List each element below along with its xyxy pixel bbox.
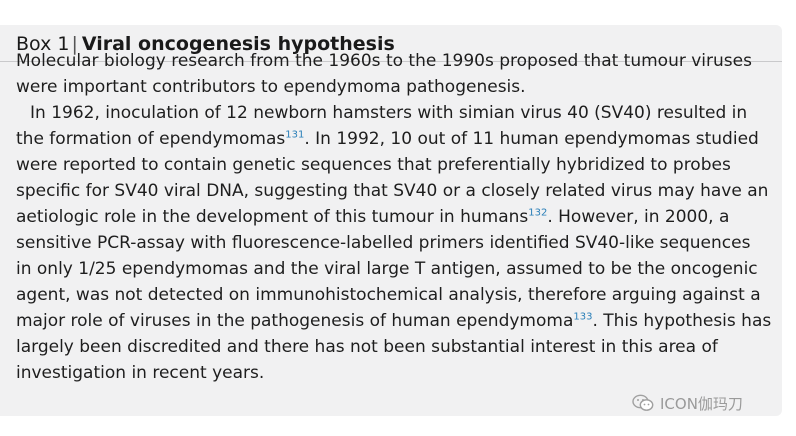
text-line: agent, was not detected on immunohistoch… (16, 285, 761, 305)
info-box: Box 1 | Viral oncogenesis hypothesis (0, 25, 782, 416)
text-line: major role of viruses in the pathogenesi… (16, 308, 778, 334)
box-body: Molecular biology research from the 1960… (16, 48, 778, 386)
text-line: Molecular biology research from the 1960… (16, 51, 752, 71)
reference-link[interactable]: 131 (285, 129, 305, 141)
text-line: were reported to contain genetic sequenc… (16, 155, 731, 175)
text-span: . However, in 2000, a (547, 207, 730, 227)
box-heading: Box 1 | Viral oncogenesis hypothesis (16, 32, 395, 56)
box-label: Box 1 (16, 33, 70, 55)
text-span: the formation of ependymomas (16, 129, 286, 149)
text-line: the formation of ependymomas131. In 1992… (16, 126, 778, 152)
box-header: Box 1 | Viral oncogenesis hypothesis (0, 25, 782, 62)
text-span: aetiologic role in the development of th… (16, 207, 529, 227)
text-line: In 1962, inoculation of 12 newborn hamst… (30, 103, 748, 123)
watermark: ICON伽玛刀 (632, 392, 743, 414)
text-line: investigation in recent years. (16, 363, 265, 383)
text-span: . This hypothesis has (592, 311, 772, 331)
heading-separator: | (71, 33, 78, 55)
text-line: specific for SV40 viral DNA, suggesting … (16, 181, 769, 201)
text-line: were important contributors to ependymom… (16, 77, 526, 97)
text-line: sensitive PCR-assay with fluorescence-la… (16, 233, 751, 253)
text-line: in only 1/25 ependymomas and the viral l… (16, 259, 758, 279)
text-line: aetiologic role in the development of th… (16, 204, 778, 230)
watermark-text: ICON伽玛刀 (660, 394, 743, 413)
wechat-icon (632, 394, 654, 411)
text-span: . In 1992, 10 out of 11 human ependymoma… (304, 129, 759, 149)
box-title: Viral oncogenesis hypothesis (81, 33, 395, 55)
text-span: major role of viruses in the pathogenesi… (16, 311, 574, 331)
text-line: largely been discredited and there has n… (16, 337, 718, 357)
reference-link[interactable]: 132 (528, 207, 548, 219)
reference-link[interactable]: 133 (573, 311, 593, 323)
